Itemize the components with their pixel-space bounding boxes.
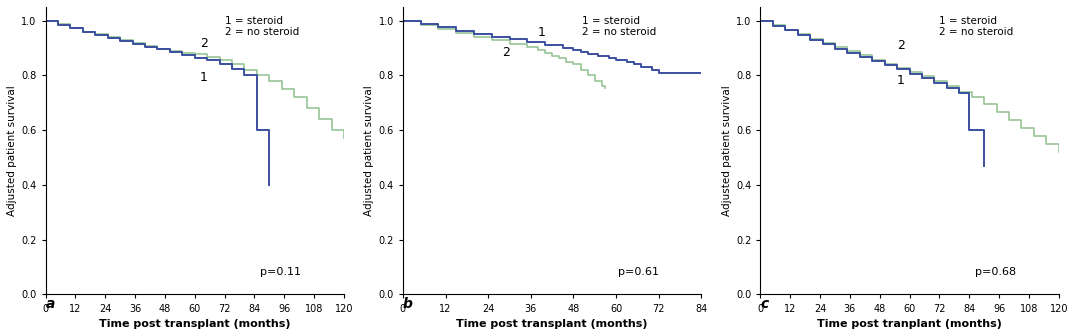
Text: 1: 1 <box>200 71 207 84</box>
Text: b: b <box>403 297 413 311</box>
Text: 1 = steroid
2 = no steroid: 1 = steroid 2 = no steroid <box>940 15 1014 37</box>
Text: 2: 2 <box>502 46 511 59</box>
X-axis label: Time post transplant (months): Time post transplant (months) <box>99 319 290 329</box>
Text: c: c <box>760 297 769 311</box>
Text: p=0.61: p=0.61 <box>618 267 659 277</box>
Text: 1 = steroid
2 = no steroid: 1 = steroid 2 = no steroid <box>225 15 299 37</box>
X-axis label: Time post transplant (months): Time post transplant (months) <box>457 319 648 329</box>
Text: 2: 2 <box>898 39 905 52</box>
Text: 1: 1 <box>898 74 905 87</box>
Y-axis label: Adjusted patient survival: Adjusted patient survival <box>364 85 374 216</box>
Y-axis label: Adjusted patient survival: Adjusted patient survival <box>6 85 17 216</box>
Text: 2: 2 <box>200 37 207 50</box>
Text: 1: 1 <box>538 26 546 39</box>
Text: a: a <box>45 297 55 311</box>
Text: p=0.11: p=0.11 <box>260 267 301 277</box>
X-axis label: Time post tranplant (months): Time post tranplant (months) <box>817 319 1002 329</box>
Y-axis label: Adjusted patient survival: Adjusted patient survival <box>721 85 732 216</box>
Text: p=0.68: p=0.68 <box>975 267 1016 277</box>
Text: 1 = steroid
2 = no steroid: 1 = steroid 2 = no steroid <box>582 15 656 37</box>
